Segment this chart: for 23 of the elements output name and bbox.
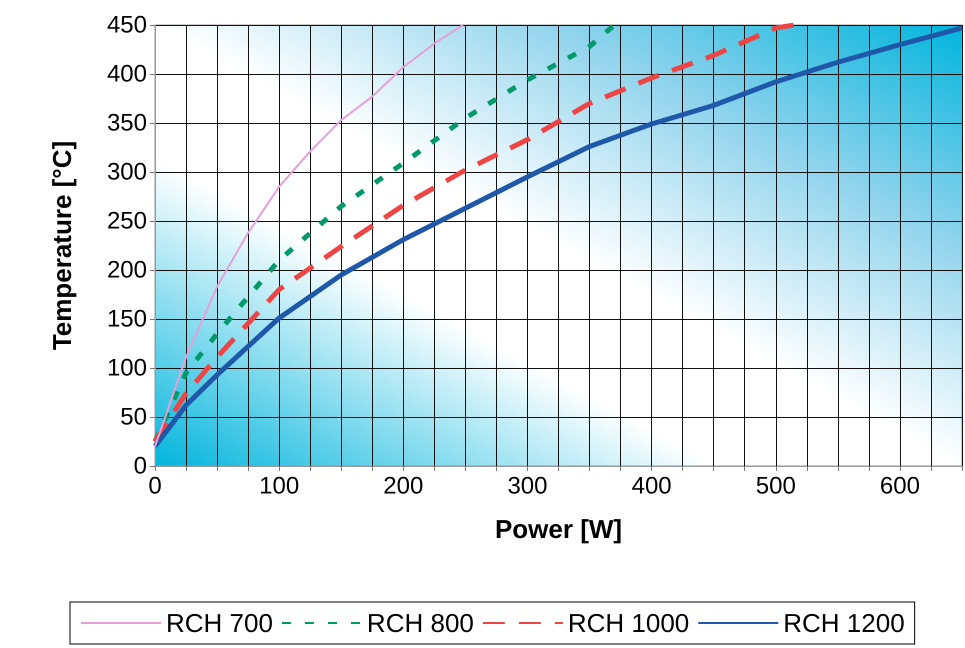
legend-label: RCH 1000 [568, 608, 690, 638]
legend-label: RCH 1200 [783, 608, 905, 638]
y-tick-label: 150 [106, 306, 147, 332]
line-series [154, 24, 464, 448]
y-tick-label: 250 [106, 208, 147, 234]
legend-label: RCH 800 [366, 608, 474, 638]
y-tick-label: 100 [106, 354, 147, 382]
x-tick-label: 500 [756, 472, 796, 500]
x-axis-title: Power [W] [494, 514, 622, 544]
x-tick-label: 600 [880, 472, 920, 500]
x-tick-label: 300 [507, 472, 548, 500]
y-tick-label: 350 [106, 110, 147, 136]
y-tick-label: 300 [106, 158, 147, 186]
y-axis-title: Temperature [°C] [47, 140, 77, 350]
y-tick-label: 0 [134, 452, 147, 480]
y-tick-label: 200 [106, 256, 147, 284]
y-tick-label: 450 [106, 12, 147, 38]
y-tick-label: 50 [120, 404, 147, 430]
y-tick-label: 400 [106, 60, 147, 88]
x-tick-label: 200 [383, 472, 424, 500]
legend-label: RCH 700 [166, 608, 273, 638]
x-tick-label: 100 [259, 472, 300, 500]
x-tick-label: 400 [632, 472, 672, 500]
